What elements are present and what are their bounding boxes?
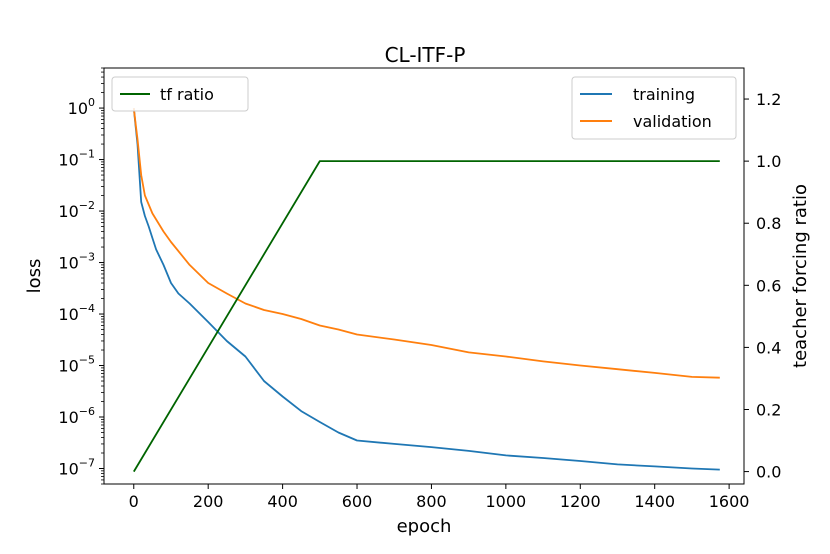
legend-label-tf-ratio: tf ratio — [160, 85, 214, 104]
x-tick-label: 1600 — [709, 492, 750, 511]
series-tf-ratio — [133, 160, 720, 473]
series-validation — [132, 107, 720, 379]
y-tick-label: 10−5 — [58, 354, 95, 376]
x-tick-label: 0 — [129, 492, 139, 511]
x-tick-label: 200 — [193, 492, 224, 511]
x-tick-label: 1200 — [560, 492, 601, 511]
series-layer — [132, 107, 720, 473]
legend-right-box — [571, 76, 737, 140]
y2-tick-label: 0.0 — [756, 463, 781, 482]
legend-right: training validation — [571, 76, 737, 140]
y-tick-label: 10−6 — [58, 405, 95, 427]
x-tick-label: 1000 — [486, 492, 527, 511]
y-tick-label: 10−1 — [58, 148, 95, 170]
x-tick-label: 600 — [342, 492, 373, 511]
legend-label-validation: validation — [633, 112, 712, 131]
y2-tick-label: 1.2 — [756, 90, 781, 109]
y-tick-label: 10−2 — [58, 199, 95, 221]
y-tick-label: 10−3 — [58, 251, 95, 273]
y-axis-right: 0.0 0.2 0.4 0.6 0.8 1.0 1.2 — [744, 90, 781, 482]
y2-tick-label: 0.8 — [756, 214, 781, 233]
x-axis-label: epoch — [397, 516, 452, 537]
y2-tick-label: 0.6 — [756, 276, 781, 295]
y-axis-left: 10−7 10−6 10−5 10−4 10−3 10−2 10−1 100 — [58, 67, 104, 485]
y-axis-label: loss — [24, 259, 45, 294]
legend-left-box — [111, 76, 249, 112]
plot-frame — [103, 67, 745, 485]
series-training — [132, 108, 720, 471]
legend-label-training: training — [633, 85, 695, 104]
x-tick-label: 400 — [267, 492, 298, 511]
y-tick-label: 100 — [68, 96, 95, 118]
y2-tick-label: 0.4 — [756, 338, 781, 357]
legend-left: tf ratio — [111, 76, 249, 112]
x-tick-label: 1400 — [634, 492, 675, 511]
x-tick-label: 800 — [416, 492, 447, 511]
y2-axis-label: teacher forcing ratio — [790, 184, 811, 368]
y-tick-label: 10−7 — [58, 456, 95, 478]
y-tick-label: 10−4 — [58, 302, 95, 324]
y2-tick-label: 0.2 — [756, 400, 781, 419]
y2-tick-label: 1.0 — [756, 152, 781, 171]
x-axis: 0 200 400 600 800 1000 1200 1400 1600 — [129, 484, 750, 511]
chart-title: CL-ITF-P — [385, 43, 466, 67]
